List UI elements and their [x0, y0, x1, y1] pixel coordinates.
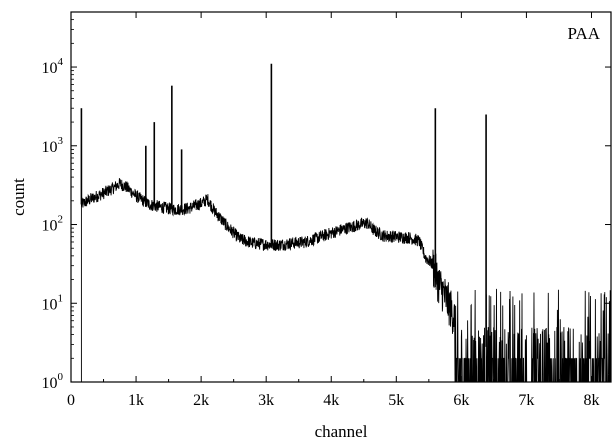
x-tick-label: 0 — [67, 392, 75, 409]
x-tick-label: 8k — [583, 392, 599, 409]
plot-frame — [70, 11, 612, 383]
x-tick-label: 4k — [323, 392, 339, 409]
x-tick-label: 1k — [128, 392, 144, 409]
spectrum-line — [80, 178, 611, 382]
y-tick-label: 104 — [42, 56, 64, 77]
y-tick-label: 103 — [42, 135, 64, 156]
x-tick-label: 3k — [258, 392, 274, 409]
y-tick-label: 101 — [42, 292, 64, 313]
y-tick-label: 100 — [42, 371, 64, 392]
x-axis-title: channel — [315, 422, 368, 441]
x-tick-label: 5k — [388, 392, 404, 409]
x-axis: 0 1k 2k 3k 4k 5k 6k 7k 8k — [67, 12, 599, 409]
y-axis-title: count — [9, 178, 28, 216]
spectrum-series — [80, 63, 611, 382]
x-tick-label: 2k — [193, 392, 209, 409]
x-tick-label: 6k — [453, 392, 469, 409]
y-axis: 100 101 102 103 104 — [42, 11, 611, 392]
x-tick-label: 7k — [518, 392, 534, 409]
y-tick-label: 102 — [42, 214, 64, 235]
annotation-label: PAA — [568, 24, 601, 43]
